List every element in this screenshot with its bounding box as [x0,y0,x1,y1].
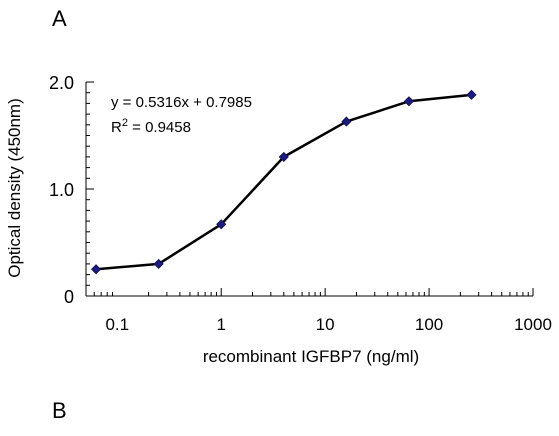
x-tick-label: 1000 [514,315,552,334]
r-squared-superscript: 2 [122,117,128,129]
y-tick-label: 2.0 [49,73,74,93]
x-tick-label: 100 [415,315,443,334]
panel-label-b: B [52,398,67,423]
data-point [153,258,164,269]
x-axis-title: recombinant IGFBP7 (ng/ml) [203,347,419,366]
x-tick-label: 10 [316,315,335,334]
data-point [341,116,352,127]
y-ticks: 0 1.0 2.0 [49,73,94,307]
r-squared-label: R2 = 0.9458 [111,117,191,136]
data-point [91,264,102,275]
data-point [403,96,414,107]
x-tick-label: 1 [216,315,225,334]
data-point [278,151,289,162]
r-squared-value: = 0.9458 [128,119,191,136]
data-point [466,89,477,100]
y-tick-label: 1.0 [49,180,74,200]
y-tick-label: 0 [64,287,74,307]
x-ticks: 0.1 1 10 100 1000 [93,288,552,334]
y-axis-title: Optical density (450nm) [5,98,24,278]
panel-label-a: A [52,6,67,31]
data-point [216,219,227,230]
chart: 0 1.0 2.0 0.1 1 10 100 1000 recombinant IGFBP7… [5,73,552,366]
r-squared-base: R [111,119,122,136]
regression-equation: y = 0.5316x + 0.7985 [111,94,252,111]
series-layer [91,89,477,275]
x-tick-label: 0.1 [105,315,129,334]
